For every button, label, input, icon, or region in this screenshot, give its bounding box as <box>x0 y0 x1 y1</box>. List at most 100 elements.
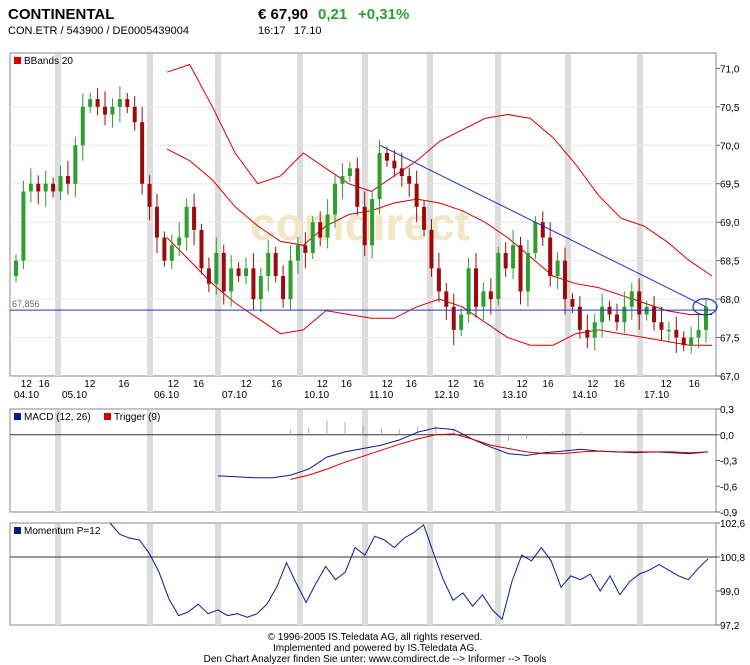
candle-body <box>422 206 427 230</box>
date-label: 11.10 <box>369 390 394 401</box>
momentum-y-tick-label: 100,8 <box>720 553 745 564</box>
day-separator <box>215 410 221 512</box>
candle-body <box>103 106 108 115</box>
momentum-line <box>109 522 709 621</box>
candle-body <box>474 268 478 307</box>
footer-powered: Implemented and powered by IS.Teledata A… <box>272 643 477 654</box>
day-separator <box>55 524 61 625</box>
candle-body <box>681 337 686 346</box>
candle-body <box>117 99 122 107</box>
candle-body <box>244 268 248 277</box>
candle-body <box>192 206 197 230</box>
candle-body <box>533 222 538 253</box>
hour-label: 16 <box>39 379 51 390</box>
candle-body <box>266 252 271 277</box>
candle-body <box>362 206 367 246</box>
hour-label: 16 <box>406 379 418 390</box>
change-absolute: 0,21 <box>318 6 348 23</box>
candle-body <box>696 329 701 338</box>
candle-body <box>555 260 560 277</box>
day-separator <box>427 524 433 625</box>
hour-label: 12 <box>587 379 599 390</box>
bband-upper-line <box>166 63 713 277</box>
footer-copyright: © 1996-2005 IS.Teledata AG, all rights r… <box>267 632 483 643</box>
candle-body <box>14 260 18 277</box>
macd-y-tick-label: -0,6 <box>720 482 738 493</box>
date-label: 17.10 <box>644 390 669 401</box>
candle-body <box>488 291 493 300</box>
price-overlays <box>10 144 718 316</box>
candle-body <box>51 183 56 192</box>
hour-label: 16 <box>341 379 353 390</box>
day-separator <box>427 54 433 376</box>
day-separator <box>362 524 368 625</box>
day-separator <box>147 524 153 625</box>
hour-label: 16 <box>614 379 626 390</box>
candle-body <box>674 329 679 338</box>
candle-body <box>310 222 315 253</box>
last-price-marker <box>692 298 718 316</box>
candle-body <box>585 329 590 338</box>
candle-body <box>281 276 286 300</box>
candle-body <box>459 314 464 330</box>
candle-body <box>162 237 167 261</box>
candle-body <box>318 222 323 238</box>
candle-body <box>384 152 389 161</box>
hour-label: 12 <box>168 379 180 390</box>
candle-body <box>466 268 471 315</box>
hour-label: 12 <box>317 379 329 390</box>
candle-body <box>288 260 293 300</box>
candle-body <box>80 106 85 146</box>
candle-body <box>414 183 419 207</box>
stock-price: € 67,90 <box>258 6 309 23</box>
day-separator <box>637 54 643 376</box>
candle-body <box>563 260 568 300</box>
legend-macd: MACD (12, 26) <box>24 412 91 423</box>
hour-label: 12 <box>382 379 394 390</box>
candle-body <box>28 183 33 192</box>
day-separator <box>495 54 501 376</box>
candle-body <box>429 229 434 269</box>
legend-bbands: BBands 20 <box>24 56 73 67</box>
day-separator <box>495 524 501 625</box>
candle-body <box>132 106 137 123</box>
candle-body <box>629 291 634 307</box>
y-tick-label: 67,5 <box>720 334 740 345</box>
candle-body <box>140 122 145 184</box>
day-separator <box>297 54 303 376</box>
candle-body <box>273 252 278 277</box>
y-tick-label: 69,0 <box>720 218 740 229</box>
bband-middle-line <box>166 148 712 315</box>
candle-body <box>333 183 338 215</box>
day-separator <box>297 410 303 512</box>
macd-y-tick-label: 0,3 <box>720 405 734 416</box>
candle-body <box>377 152 382 200</box>
macd-y-tick-label: -0,9 <box>720 508 738 519</box>
candle-body <box>295 245 300 261</box>
change-percent: +0,31% <box>358 6 410 23</box>
candle-body <box>58 176 63 192</box>
ref-line-label: 67,856 <box>12 299 40 309</box>
day-separator <box>297 524 303 625</box>
price-gridlines <box>10 106 716 339</box>
candle-body <box>511 245 516 269</box>
candle-body <box>592 322 597 338</box>
macd-chart: 0,3 0,0 -0,3 -0,6 -0,9 <box>10 405 738 519</box>
y-tick-label: 69,5 <box>720 180 740 191</box>
hour-label: 16 <box>689 379 701 390</box>
candle-body <box>125 99 130 107</box>
candle-body <box>525 252 530 292</box>
hour-label: 12 <box>241 379 253 390</box>
candle-body <box>36 183 41 192</box>
candle-body <box>95 99 100 107</box>
momentum-chart: 102,6 100,8 99,0 97,2 <box>10 519 745 632</box>
bollinger-bands <box>166 63 713 346</box>
trigger-line <box>290 433 709 480</box>
candle-body <box>392 160 397 169</box>
candle-body <box>548 237 553 277</box>
legend-trigger: Trigger (9) <box>114 412 160 423</box>
date-label: 04.10 <box>14 390 39 401</box>
date-label: 05.10 <box>62 390 87 401</box>
candle-body <box>600 306 605 323</box>
candle-body <box>355 168 360 207</box>
